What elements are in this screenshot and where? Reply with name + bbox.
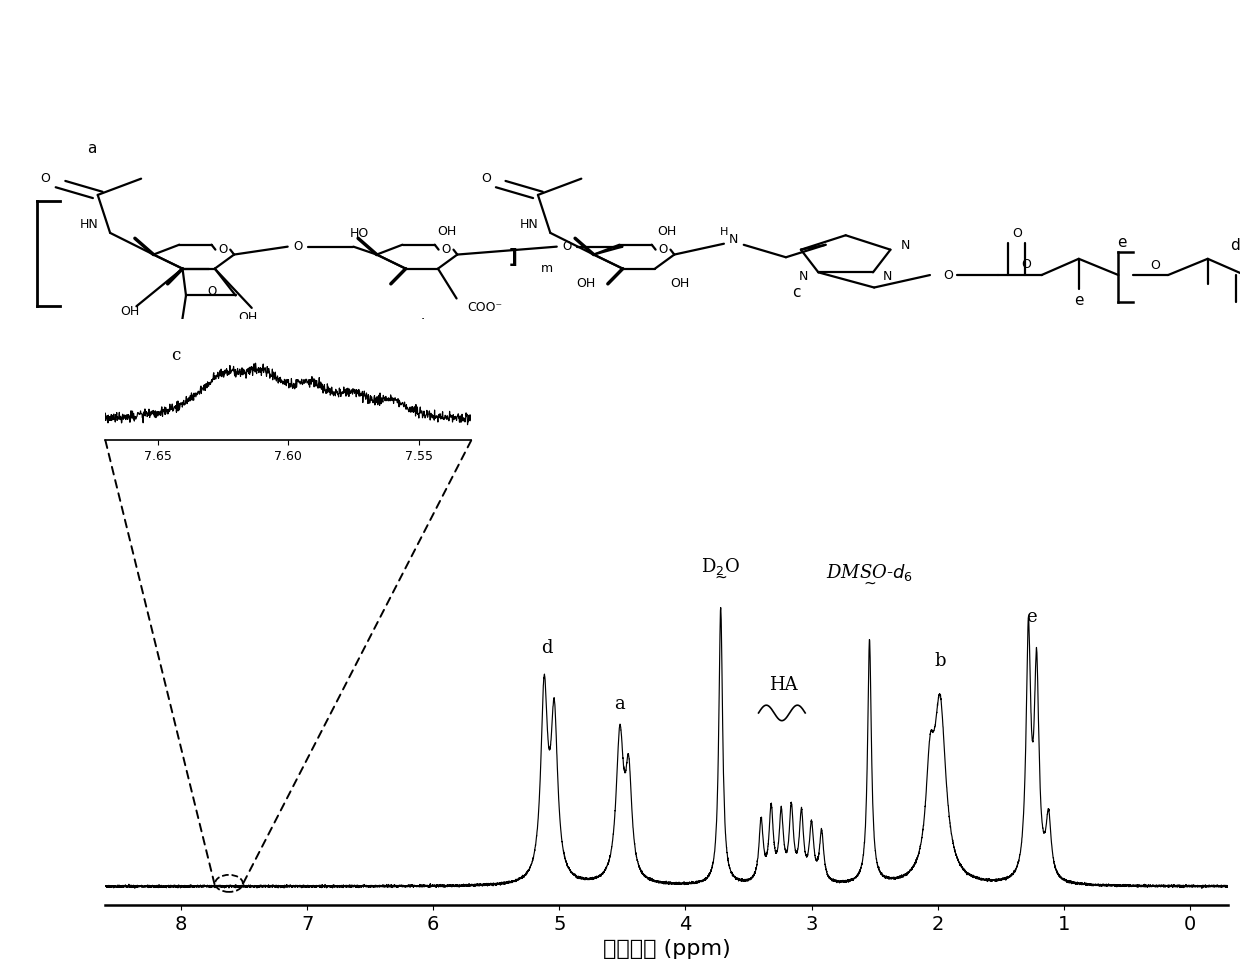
Text: b: b — [935, 651, 946, 670]
Text: OH: OH — [170, 324, 190, 337]
Text: O: O — [658, 243, 667, 257]
Text: HA: HA — [770, 677, 799, 694]
Text: OH: OH — [575, 278, 595, 290]
Text: N: N — [799, 270, 808, 284]
Text: N: N — [883, 270, 893, 284]
Text: OH: OH — [657, 225, 676, 237]
Text: HO: HO — [350, 227, 368, 240]
Text: OH: OH — [238, 311, 258, 323]
Text: O: O — [41, 172, 51, 185]
Text: e: e — [1117, 235, 1127, 250]
Text: O: O — [944, 268, 954, 282]
Text: d: d — [541, 639, 553, 657]
Text: d: d — [1230, 238, 1240, 253]
Text: a: a — [615, 695, 625, 712]
Text: OH: OH — [438, 225, 456, 237]
Text: O: O — [1012, 227, 1022, 240]
Text: ~: ~ — [863, 576, 875, 590]
Text: e: e — [1027, 608, 1037, 626]
Text: m: m — [541, 261, 553, 275]
Text: HN: HN — [520, 218, 538, 230]
Text: e: e — [1074, 293, 1084, 308]
Text: H: H — [719, 227, 728, 237]
Text: O: O — [562, 240, 572, 254]
Text: O: O — [1151, 259, 1161, 272]
Text: HN: HN — [79, 218, 98, 230]
Text: D$_2$O: D$_2$O — [702, 556, 740, 577]
Text: O: O — [218, 243, 227, 257]
Text: c: c — [792, 286, 800, 300]
Text: O: O — [481, 172, 491, 185]
Text: COO⁻: COO⁻ — [467, 301, 502, 315]
Text: O: O — [207, 286, 217, 298]
X-axis label: 化学位移 (ppm): 化学位移 (ppm) — [603, 939, 730, 959]
Text: O: O — [293, 240, 303, 254]
Text: N: N — [729, 233, 739, 246]
Text: N: N — [900, 239, 910, 252]
Text: O: O — [1022, 257, 1032, 271]
Text: OH: OH — [120, 305, 140, 318]
Text: a: a — [87, 141, 97, 157]
Text: ~: ~ — [714, 569, 727, 585]
Text: c: c — [171, 348, 180, 365]
Text: ]: ] — [508, 248, 517, 267]
Text: DMSO-$d_6$: DMSO-$d_6$ — [826, 561, 913, 583]
Text: O: O — [441, 243, 450, 257]
Text: b: b — [420, 318, 430, 333]
Text: OH: OH — [670, 278, 689, 290]
